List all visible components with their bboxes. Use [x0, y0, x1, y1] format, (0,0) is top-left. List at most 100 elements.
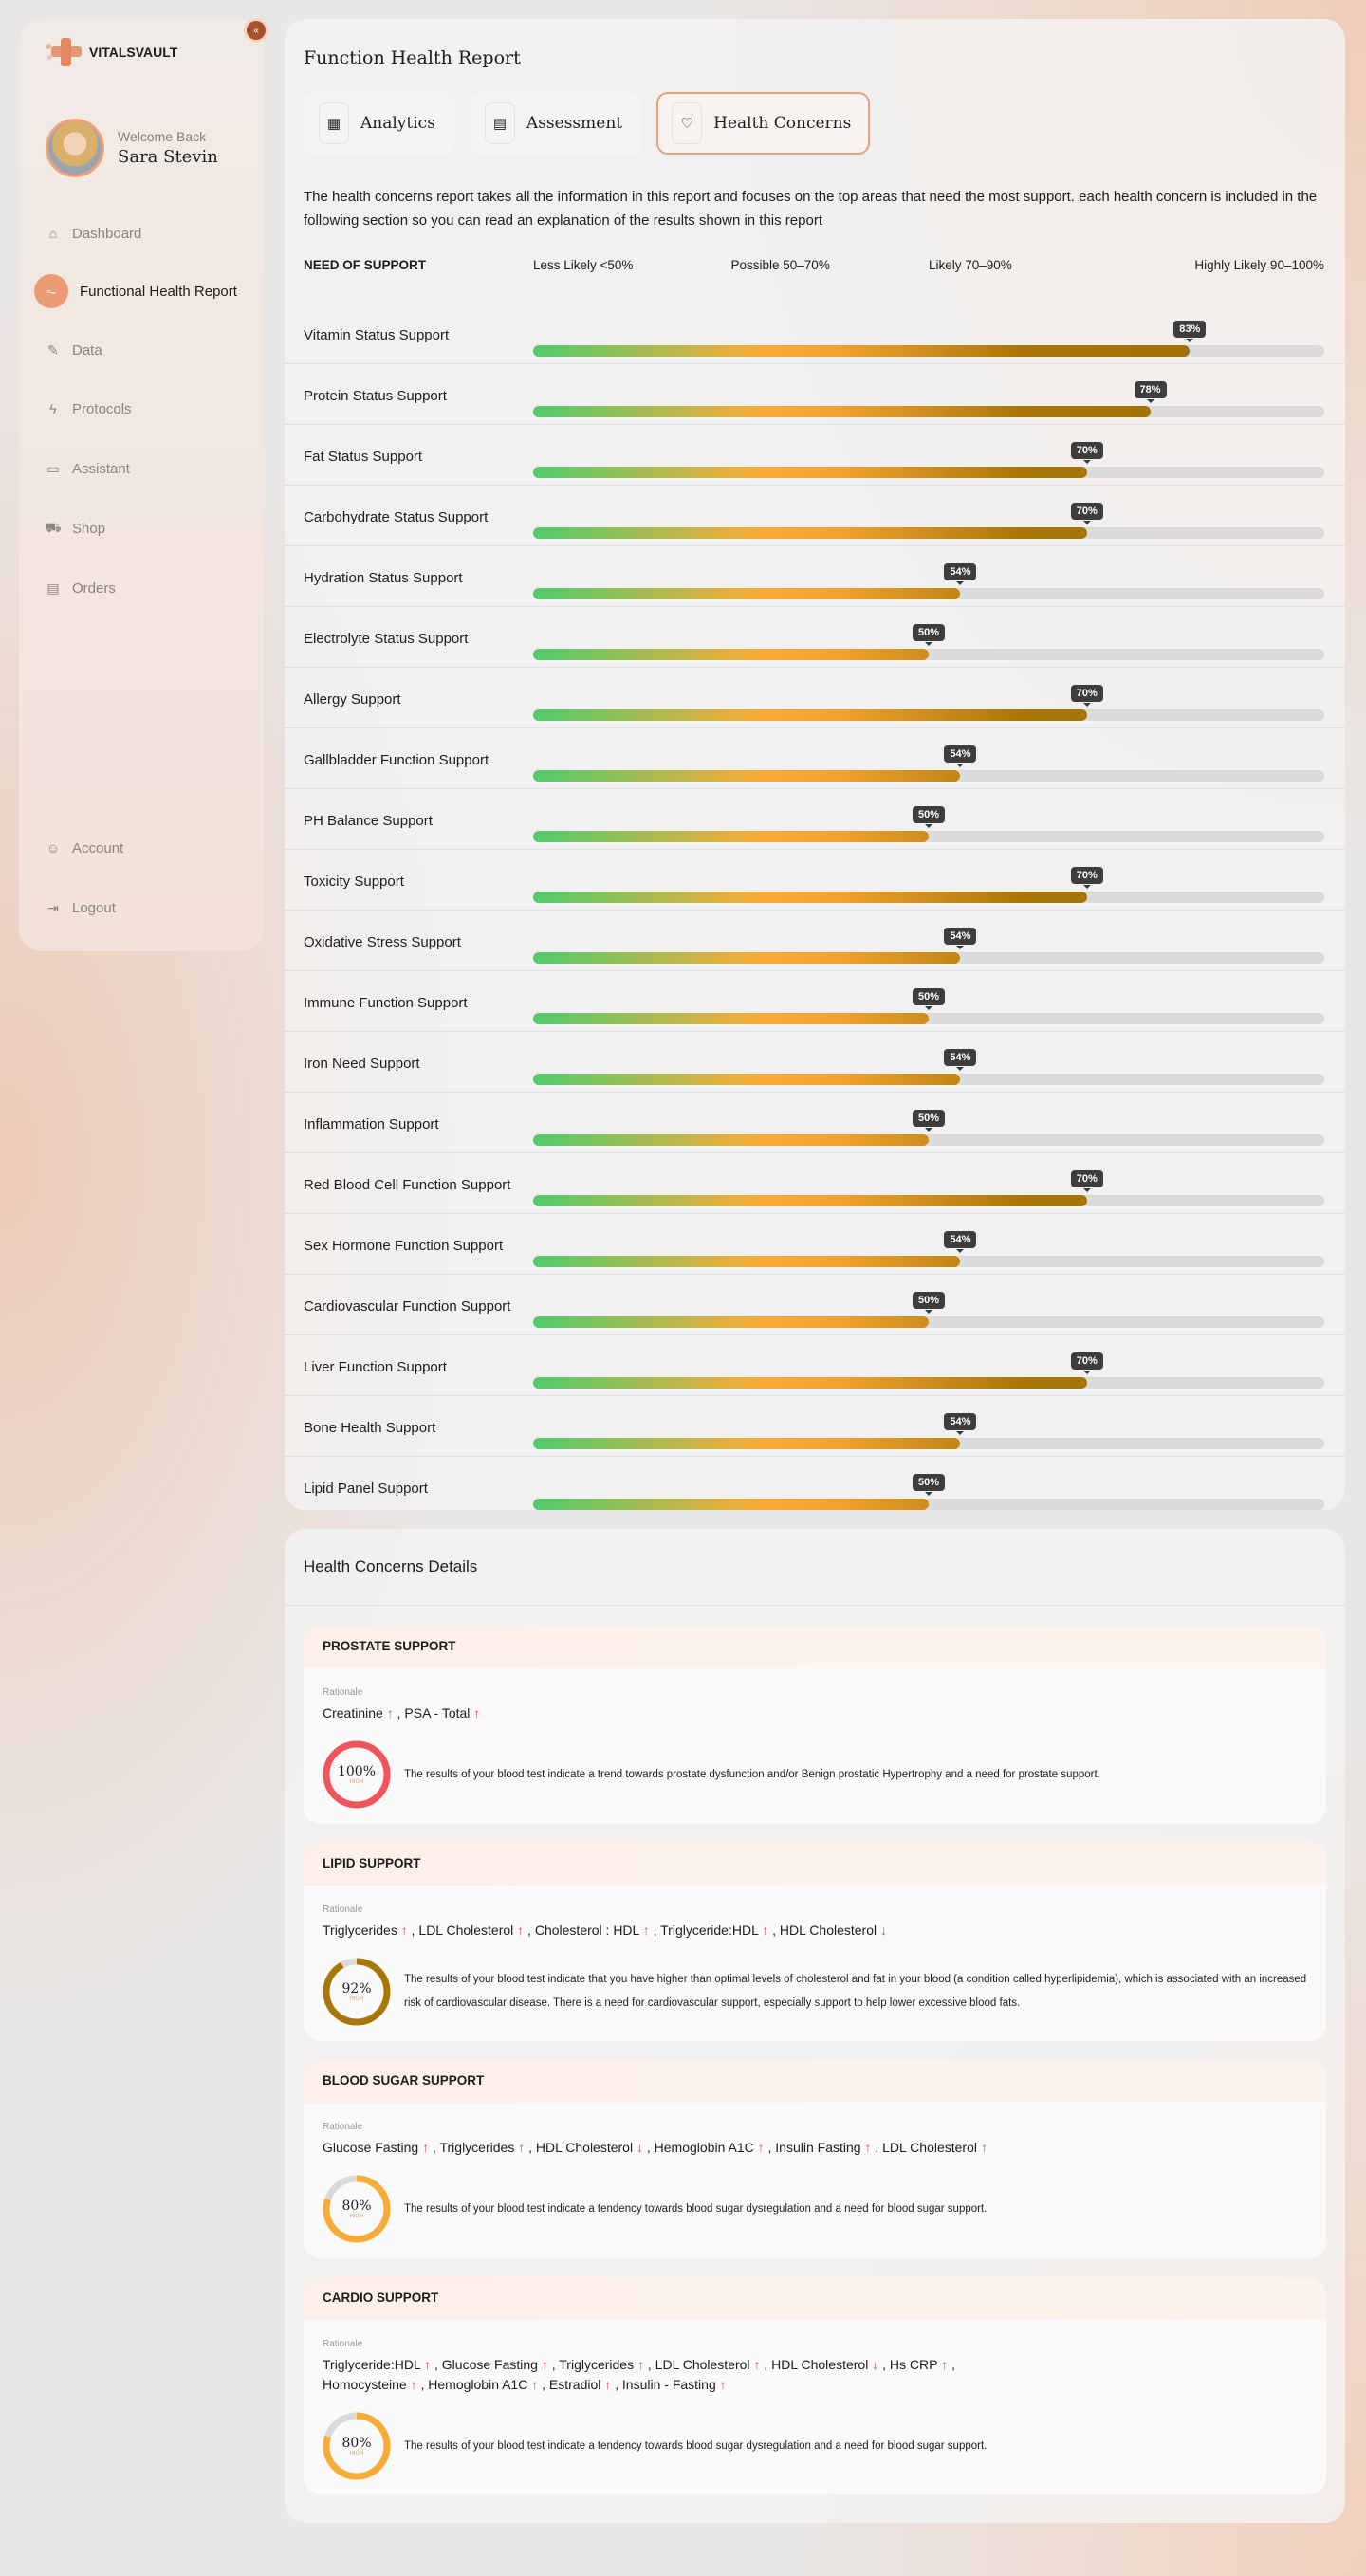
sidebar-item-label: Orders — [72, 580, 116, 597]
support-label: Oxidative Stress Support — [304, 934, 461, 950]
progress-value-tooltip: 83% — [1173, 321, 1207, 342]
progress-fill — [533, 1499, 929, 1510]
logo[interactable]: VITALSVAULT — [46, 36, 177, 68]
report-tabs: ▦ Analytics ▤ Assessment ♡ Health Concerns — [304, 92, 871, 155]
support-label: Iron Need Support — [304, 1056, 420, 1072]
arrow-up-icon: ↑ — [719, 2377, 727, 2392]
tab-assessment[interactable]: ▤ Assessment — [469, 92, 642, 155]
arrow-up-icon: ↑ — [604, 2377, 612, 2392]
arrow-up-icon: ↑ — [541, 2357, 548, 2372]
avatar — [46, 119, 104, 177]
support-row: PH Balance Support 50% — [285, 789, 1345, 850]
progress-value-tooltip: 70% — [1070, 1170, 1103, 1192]
sidebar-item-label: Dashboard — [72, 225, 142, 242]
progress-value-tooltip: 50% — [912, 806, 946, 828]
sidebar-item-data[interactable]: ✎ Data — [34, 331, 257, 369]
sidebar-item-label: Protocols — [72, 400, 132, 417]
progress-fill — [533, 1256, 961, 1267]
support-row: Vitamin Status Support 83% — [285, 304, 1345, 364]
chat-icon: ▭ — [46, 460, 60, 476]
score-ring: 100% HIGH — [323, 1740, 391, 1809]
document-icon: ▤ — [484, 102, 515, 144]
marker-name: Estradiol — [548, 2377, 601, 2392]
marker-name: Cholesterol : HDL — [534, 1923, 639, 1938]
concern-title: CARDIO SUPPORT — [304, 2277, 1326, 2320]
support-label: Protein Status Support — [304, 388, 447, 404]
progress-value-tooltip: 50% — [912, 1474, 946, 1496]
progress-fill — [533, 345, 1191, 357]
support-row: Red Blood Cell Function Support 70% — [285, 1153, 1345, 1214]
concern-card-cardio-support: CARDIO SUPPORT Rationale Triglyceride:HDL … — [304, 2277, 1326, 2494]
marker-name: Glucose Fasting — [441, 2357, 538, 2372]
progress-value-tooltip: 54% — [944, 563, 977, 585]
support-progress-bar: 50% — [533, 1292, 1324, 1328]
sidebar: « VITALSVAULT Welcome Back Sara Stevin ⌂ D… — [19, 19, 266, 951]
score-level: HIGH — [349, 1779, 364, 1785]
health-report-panel: Function Health Report ▦ Analytics ▤ Asses… — [285, 19, 1345, 1510]
score-ring: 80% HIGH — [323, 2412, 391, 2480]
tab-label: Analytics — [360, 114, 435, 133]
concern-explanation: The results of your blood test indicate … — [404, 2439, 988, 2452]
score-ring-arc — [323, 2175, 391, 2243]
score-value: 80% — [342, 2436, 372, 2451]
support-progress-bar: 54% — [533, 1049, 1324, 1085]
marker-name: PSA - Total — [404, 1705, 471, 1720]
collapse-sidebar-button[interactable]: « — [247, 21, 266, 40]
marker-name: Hemoglobin A1C — [428, 2377, 528, 2392]
progress-fill — [533, 588, 961, 599]
score-ring-arc — [323, 1958, 391, 2026]
score-value: 80% — [342, 2199, 372, 2214]
progress-fill — [533, 1013, 929, 1024]
sidebar-item-label: Logout — [72, 899, 116, 916]
tab-analytics[interactable]: ▦ Analytics — [304, 92, 454, 155]
support-progress-bar: 54% — [533, 563, 1324, 599]
progress-fill — [533, 1438, 961, 1449]
marker-name: HDL Cholesterol — [535, 2140, 634, 2155]
support-row: Fat Status Support 70% — [285, 425, 1345, 486]
legend-level: Possible 50–70% — [730, 258, 830, 272]
score-value: 100% — [337, 1764, 377, 1779]
sidebar-item-label: Data — [72, 341, 102, 359]
score-ring: 80% HIGH — [323, 2175, 391, 2243]
legend-level: Less Likely <50% — [533, 258, 634, 272]
sidebar-item-label: Shop — [72, 520, 106, 537]
support-row: Inflammation Support 50% — [285, 1093, 1345, 1153]
sidebar-item-account[interactable]: ☺ Account — [34, 829, 257, 867]
sidebar-item-protocols[interactable]: ϟ Protocols — [34, 390, 257, 428]
support-label: Red Blood Cell Function Support — [304, 1177, 511, 1193]
support-label: Hydration Status Support — [304, 570, 463, 586]
concern-title: PROSTATE SUPPORT — [304, 1626, 1326, 1668]
support-label: PH Balance Support — [304, 813, 433, 829]
marker-name: Triglycerides — [323, 1923, 397, 1938]
progress-fill — [533, 892, 1087, 903]
support-row: Immune Function Support 50% — [285, 971, 1345, 1032]
sidebar-item-logout[interactable]: ⇥ Logout — [34, 889, 257, 927]
support-row: Allergy Support 70% — [285, 668, 1345, 728]
progress-fill — [533, 467, 1087, 478]
support-label: Immune Function Support — [304, 995, 468, 1011]
sidebar-item-shop[interactable]: ⛟ Shop — [34, 509, 257, 547]
tab-label: Health Concerns — [713, 114, 852, 133]
page-title: Function Health Report — [304, 47, 521, 68]
double-chevron-left-icon: « — [253, 25, 259, 36]
progress-fill — [533, 831, 929, 842]
rationale-markers: Triglyceride:HDL ↑ , Glucose Fasting ↑ ,… — [323, 2357, 955, 2392]
support-label: Gallbladder Function Support — [304, 752, 489, 768]
arrow-up-icon: ↑ — [424, 2357, 432, 2372]
concern-explanation: The results of your blood test indicate … — [404, 1974, 1307, 2009]
sidebar-item-orders[interactable]: ▤ Orders — [34, 569, 257, 607]
sidebar-item-functional-health-report[interactable]: ⏦ Functional Health Report — [34, 272, 257, 310]
support-rows: Vitamin Status Support 83% Protein Status … — [285, 304, 1345, 1518]
support-row: Protein Status Support 78% — [285, 364, 1345, 425]
concern-explanation: The results of your blood test indicate … — [404, 1768, 1100, 1780]
sidebar-item-dashboard[interactable]: ⌂ Dashboard — [34, 214, 257, 252]
sidebar-item-assistant[interactable]: ▭ Assistant — [34, 450, 257, 488]
progress-value-tooltip: 70% — [1070, 442, 1103, 464]
tab-health-concerns[interactable]: ♡ Health Concerns — [656, 92, 871, 155]
support-label: Liver Function Support — [304, 1359, 447, 1375]
support-label: Toxicity Support — [304, 874, 404, 890]
legend-level: Highly Likely 90–100% — [1194, 258, 1324, 272]
arrow-up-icon: ↑ — [518, 2140, 526, 2155]
arrow-up-icon: ↑ — [400, 1923, 408, 1938]
sidebar-item-label: Functional Health Report — [80, 283, 237, 300]
